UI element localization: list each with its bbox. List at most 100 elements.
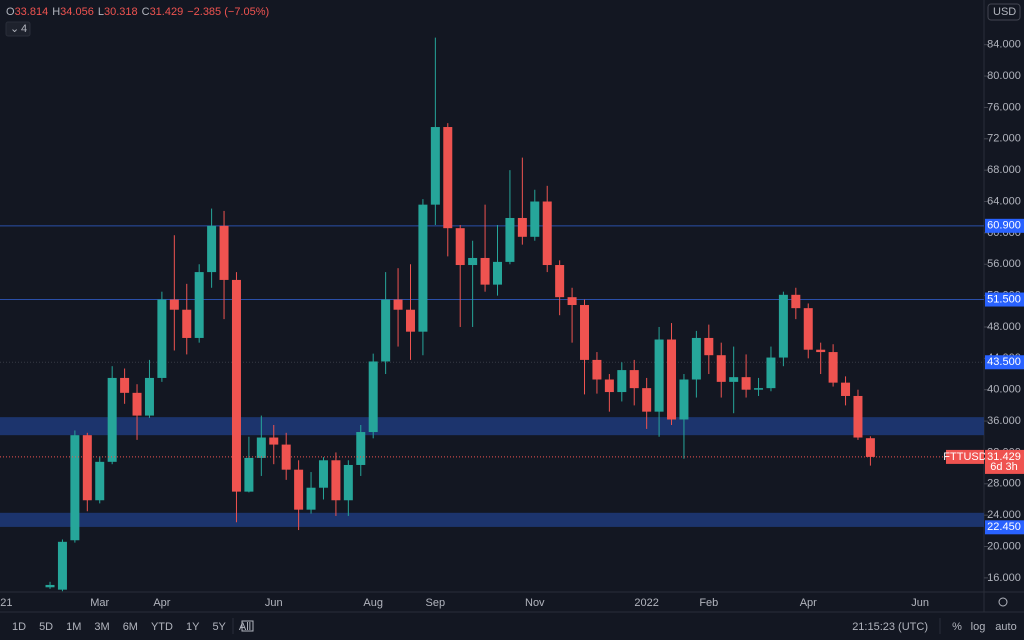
ohlc-value: 34.056 <box>60 6 94 18</box>
ohlc-key: C <box>142 6 150 18</box>
x-tick-label: Jun <box>265 597 283 609</box>
candle-body <box>256 437 266 458</box>
range-button[interactable]: 5Y <box>212 621 226 633</box>
candle-body <box>95 461 105 501</box>
y-tick-label: 28.000 <box>987 478 1021 490</box>
candle-body <box>120 377 130 393</box>
candle-body <box>356 432 366 465</box>
indicator-toggle[interactable] <box>5 21 31 37</box>
candle-body <box>555 265 565 298</box>
y-tick-label: 24.000 <box>987 509 1021 521</box>
y-tick-label: 72.000 <box>987 133 1021 145</box>
candle-body <box>70 435 80 541</box>
candle-body <box>729 377 739 382</box>
range-button[interactable]: 5D <box>39 621 53 633</box>
candle-body <box>691 337 701 380</box>
candle-body <box>667 339 677 420</box>
x-tick-label: Sep <box>426 597 446 609</box>
range-button[interactable]: YTD <box>151 621 173 633</box>
candle-body <box>430 127 440 205</box>
date-range-icon[interactable] <box>241 620 254 632</box>
level-label: 60.900 <box>987 220 1021 232</box>
candle-body <box>493 261 502 285</box>
currency-button[interactable] <box>987 3 1021 21</box>
countdown: 6d 3h <box>990 461 1018 473</box>
range-button[interactable]: 3M <box>94 621 109 633</box>
range-button[interactable]: 1D <box>12 621 26 633</box>
candle-body <box>803 308 813 350</box>
candle-body <box>567 297 577 306</box>
x-tick-label: Apr <box>800 597 817 609</box>
candle-body <box>107 377 117 462</box>
x-tick-label: Apr <box>153 597 170 609</box>
candle-body <box>791 294 801 309</box>
candle-body <box>704 337 714 356</box>
candle-body <box>841 382 851 396</box>
scale-option[interactable]: log <box>971 621 986 633</box>
candle-body <box>604 379 614 393</box>
level-tag <box>985 292 1024 307</box>
candle-body <box>741 377 751 390</box>
candle-body <box>281 444 291 470</box>
ohlc-value: 31.429 <box>150 6 184 18</box>
candle-body <box>207 225 217 273</box>
y-tick-label: 56.000 <box>987 258 1021 270</box>
range-button[interactable]: 1Y <box>186 621 200 633</box>
level-label: 51.500 <box>987 293 1021 305</box>
ohlc-value: 30.318 <box>104 6 138 18</box>
candle-body <box>816 349 826 353</box>
candle-body <box>828 352 838 383</box>
range-button[interactable]: All <box>239 621 251 633</box>
candle-body <box>405 309 415 332</box>
range-button[interactable]: 1M <box>66 621 81 633</box>
candle-body <box>505 217 515 262</box>
x-tick-label: Jun <box>911 597 929 609</box>
candle-body <box>754 388 764 390</box>
candle-body <box>418 204 428 332</box>
candle-body <box>231 279 241 492</box>
candle-body <box>542 201 552 266</box>
y-tick-label: 48.000 <box>987 321 1021 333</box>
candle-body <box>194 272 204 338</box>
y-tick-label: 64.000 <box>987 195 1021 207</box>
currency[interactable]: USD <box>993 6 1016 18</box>
candle-body <box>219 225 229 280</box>
x-tick-label: Nov <box>525 597 545 609</box>
x-tick-label: Feb <box>699 597 718 609</box>
candle-body <box>517 217 527 237</box>
candle-body <box>132 392 142 416</box>
level-label: 43.500 <box>987 356 1021 368</box>
candle-body <box>368 361 378 433</box>
candle-body <box>57 541 67 590</box>
candle-body <box>294 469 304 510</box>
ohlc-key: L <box>98 6 104 18</box>
clock[interactable]: 21:15:23 (UTC) <box>852 621 928 633</box>
candle-body <box>331 460 341 501</box>
ohlc-key: O <box>6 6 15 18</box>
y-tick-label: 36.000 <box>987 415 1021 427</box>
support-zone <box>0 512 984 527</box>
candle-body <box>853 395 863 438</box>
y-tick-label: 80.000 <box>987 70 1021 82</box>
candle-body <box>455 228 465 266</box>
level-tag <box>985 218 1024 233</box>
scale-option[interactable]: % <box>952 621 962 633</box>
range-button[interactable]: 6M <box>123 621 138 633</box>
candle-body <box>306 487 316 510</box>
candle-body <box>443 127 453 229</box>
candle-body <box>766 357 776 389</box>
candle-body <box>716 355 726 382</box>
candle-body <box>654 339 664 412</box>
candle-body <box>642 388 652 412</box>
candle-body <box>318 460 328 488</box>
y-tick-label: 84.000 <box>987 39 1021 51</box>
indicator-chevron: ⌄ <box>10 23 19 35</box>
ohlc-header: O33.814 H34.056 L30.318 C31.429 −2.385 (−7.0… <box>6 6 269 18</box>
settings-icon[interactable] <box>998 597 1008 607</box>
indicator-count[interactable]: 4 <box>21 23 27 35</box>
candle-body <box>530 201 540 237</box>
candle-body <box>45 584 55 588</box>
scale-option[interactable]: auto <box>995 621 1016 633</box>
